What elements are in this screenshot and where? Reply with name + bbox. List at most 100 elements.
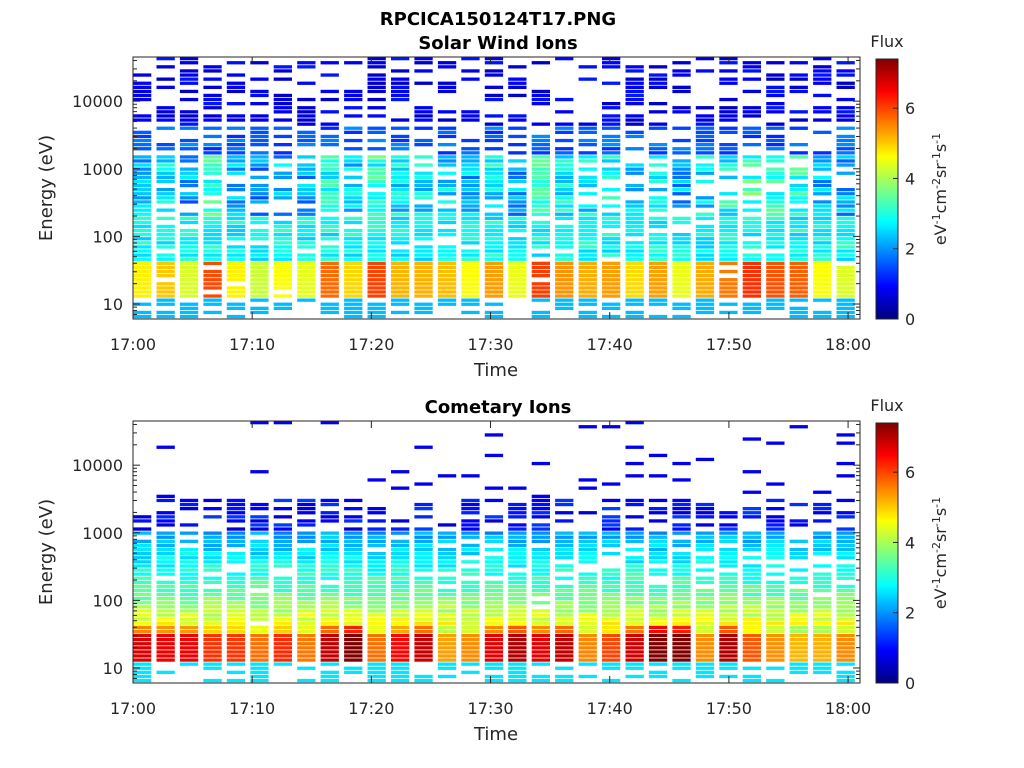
heatmap-cell [672, 183, 691, 188]
heatmap-cell [391, 253, 410, 257]
heatmap-cell [273, 118, 292, 122]
heatmap-cell [742, 134, 761, 139]
heatmap-cell [179, 658, 199, 662]
heatmap-cell [648, 507, 668, 511]
heatmap-cell [484, 241, 504, 245]
heatmap-cell [531, 179, 550, 184]
heatmap-cell [203, 535, 222, 539]
heatmap-cell [648, 650, 668, 654]
heatmap-cell [367, 511, 386, 515]
heatmap-cell [367, 81, 386, 85]
heatmap-cell [179, 613, 199, 617]
heatmap-cell [133, 97, 152, 102]
heatmap-cell [179, 560, 199, 564]
heatmap-cell [625, 588, 644, 593]
heatmap-cell [672, 290, 691, 294]
heatmap-cell [531, 192, 550, 196]
heatmap-cell [789, 278, 808, 282]
heatmap-cell [602, 269, 621, 274]
heatmap-cell [695, 249, 715, 253]
heatmap-cell [625, 564, 644, 568]
heatmap-cell [484, 73, 504, 77]
heatmap-cell [789, 183, 808, 188]
heatmap-cell [555, 511, 574, 515]
heatmap-cell [250, 519, 269, 523]
heatmap-cell [508, 584, 527, 589]
heatmap-cell [203, 286, 222, 290]
heatmap-cell [179, 155, 199, 159]
heatmap-cell [226, 678, 246, 683]
heatmap-cell [813, 69, 832, 73]
heatmap-cell [602, 167, 621, 171]
heatmap-cell [602, 65, 621, 69]
heatmap-cell [297, 290, 316, 294]
heatmap-cell [179, 138, 199, 143]
heatmap-cell [320, 249, 339, 253]
heatmap-cell [203, 274, 222, 278]
heatmap-cell [179, 572, 199, 576]
heatmap-cell [367, 97, 386, 102]
heatmap-cell [179, 502, 199, 507]
heatmap-cell [484, 237, 504, 241]
heatmap-cell [297, 584, 316, 589]
heatmap-cell [344, 196, 363, 200]
heatmap-cell [344, 527, 363, 531]
heatmap-cell [766, 658, 785, 662]
heatmap-cell [320, 621, 339, 625]
heatmap-cell [531, 613, 550, 617]
heatmap-cell [531, 298, 550, 302]
heatmap-cell [461, 220, 480, 225]
heatmap-cell [250, 654, 269, 658]
heatmap-cell [766, 241, 785, 245]
heatmap-cell [836, 196, 855, 200]
heatmap-cell [648, 552, 668, 556]
heatmap-cell [766, 294, 785, 298]
heatmap-cell [156, 535, 175, 539]
heatmap-cell [578, 126, 597, 130]
heatmap-cell [461, 163, 480, 167]
heatmap-cell [414, 646, 433, 650]
heatmap-cell [602, 134, 621, 139]
heatmap-cell [742, 437, 761, 441]
heatmap-cell [555, 666, 574, 670]
heatmap-cell [742, 576, 761, 580]
heatmap-cell [602, 57, 621, 61]
heatmap-cell [789, 425, 808, 429]
heatmap-cell [461, 502, 480, 507]
heatmap-cell [414, 580, 433, 584]
heatmap-cell [133, 597, 152, 601]
heatmap-cell [414, 609, 433, 613]
heatmap-cell [719, 646, 738, 650]
heatmap-cell [414, 257, 433, 261]
heatmap-cell [742, 572, 761, 576]
heatmap-cell [648, 269, 668, 274]
heatmap-cell [133, 269, 152, 274]
heatmap-cell [484, 531, 504, 535]
heatmap-cell [226, 535, 246, 539]
heatmap-cell [602, 625, 621, 629]
heatmap-cell [719, 605, 738, 609]
heatmap-cell [156, 584, 175, 589]
heatmap-cell [836, 441, 855, 445]
heatmap-cell [672, 200, 691, 204]
heatmap-cell [391, 572, 410, 576]
heatmap-cell [133, 617, 152, 621]
heatmap-cell [578, 646, 597, 650]
heatmap-cell [437, 658, 457, 662]
heatmap-cell [226, 237, 246, 241]
heatmap-cell [320, 286, 339, 290]
heatmap-cell [555, 552, 574, 556]
heatmap-cell [508, 237, 527, 241]
heatmap-cell [742, 650, 761, 654]
heatmap-cell [648, 543, 668, 548]
heatmap-cell [414, 204, 433, 208]
heatmap-cell [391, 286, 410, 290]
heatmap-cell [297, 261, 316, 265]
heatmap-cell [625, 282, 644, 286]
heatmap-cell [273, 609, 292, 613]
heatmap-cell [813, 212, 832, 216]
heatmap-cell [508, 670, 527, 674]
heatmap-cell [179, 159, 199, 163]
heatmap-cell [344, 625, 363, 629]
heatmap-cell [695, 261, 715, 265]
